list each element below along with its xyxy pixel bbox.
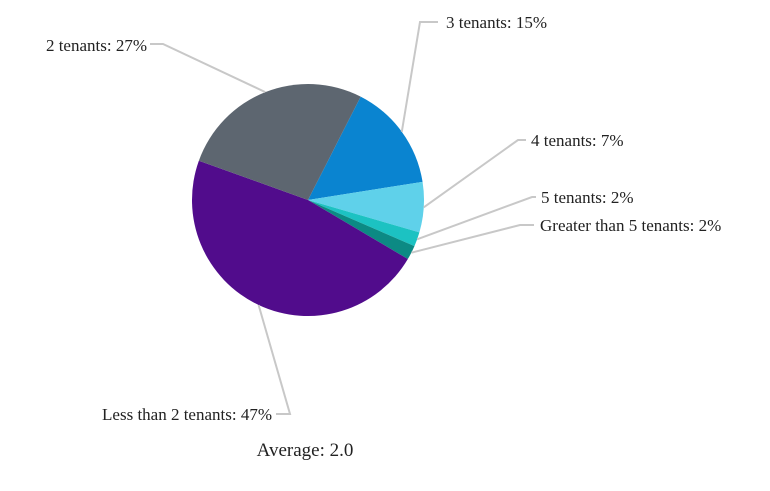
pie-slices (192, 83, 424, 317)
slice-label-3-tenants: 3 tenants: 15% (446, 13, 547, 32)
pie-slice-greater-than-5-tenants (308, 200, 415, 260)
average-label: Average: 2.0 (256, 440, 354, 461)
leader-line-2-tenants (150, 43, 266, 94)
slice-labels: 3 tenants: 15% 4 tenants: 7% 5 tenants: … (46, 13, 721, 424)
pie-slice-2-tenants (198, 83, 361, 200)
slice-label-5-tenants: 5 tenants: 2% (541, 188, 634, 207)
pie-slice-4-tenants (308, 181, 424, 233)
slice-label-greater-than-5-tenants: Greater than 5 tenants: 2% (540, 216, 721, 235)
leader-line-4-tenants (423, 139, 526, 209)
leader-line-3-tenants (400, 21, 438, 132)
leader-line-less-than-2-tenants (257, 304, 292, 415)
leader-lines (150, 21, 536, 415)
pie-slice-5-tenants (308, 200, 420, 247)
pie-slice-3-tenants (308, 96, 423, 200)
slice-label-less-than-2-tenants: Less than 2 tenants: 47% (102, 405, 272, 424)
slice-label-4-tenants: 4 tenants: 7% (531, 131, 624, 150)
leader-line-5-tenants (416, 196, 536, 241)
leader-line-greater-than-5-tenants (411, 224, 534, 254)
pie-slice-less-than-2-tenants (192, 160, 408, 317)
slice-label-2-tenants: 2 tenants: 27% (46, 36, 147, 55)
